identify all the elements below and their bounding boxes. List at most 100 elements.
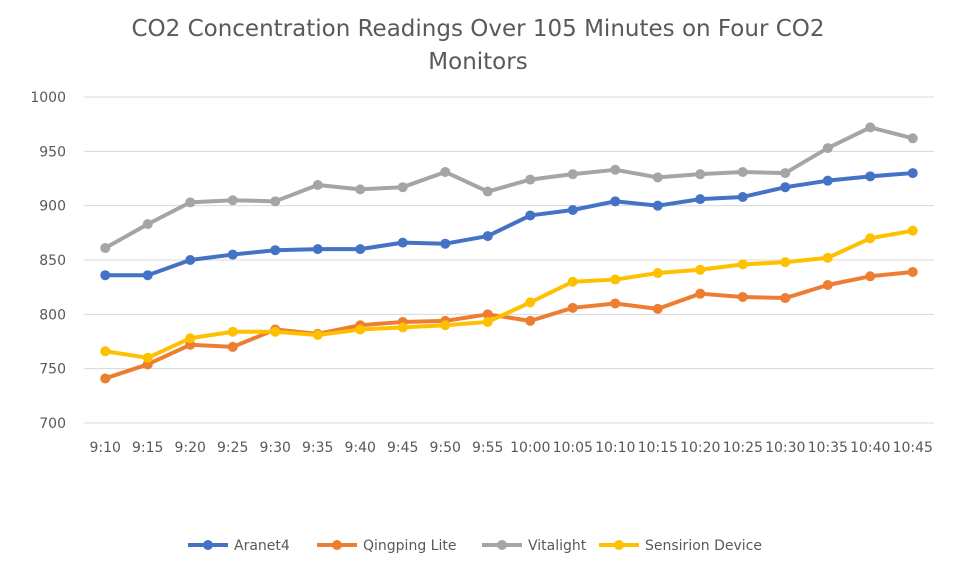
data-point-sensirion-device — [440, 320, 451, 331]
data-point-vitalight — [780, 168, 791, 179]
data-point-vitalight — [652, 172, 663, 183]
series-qingping-lite — [100, 266, 918, 384]
x-axis-ticks: 9:10 9:15 9:20 9:25 9:30 9:35 9:40 9:45 9:50 9:55… — [90, 440, 933, 456]
data-point-aranet4 — [227, 249, 238, 260]
data-point-aranet4 — [567, 205, 578, 216]
x-tick-label: 10:20 — [680, 440, 720, 456]
x-tick-label: 10:30 — [765, 440, 805, 456]
data-point-vitalight — [270, 196, 281, 207]
data-point-qingping-lite — [610, 298, 621, 309]
data-point-sensirion-device — [780, 257, 791, 268]
y-tick-label: 1000 — [30, 90, 66, 106]
data-point-qingping-lite — [525, 315, 536, 326]
data-point-vitalight — [567, 169, 578, 180]
data-point-aranet4 — [100, 270, 111, 281]
data-point-sensirion-device — [482, 316, 493, 327]
series-line-qingping-lite — [103, 269, 915, 381]
chart-title-line1: CO2 Concentration Readings Over 105 Minu… — [131, 16, 824, 42]
data-point-sensirion-device — [397, 322, 408, 333]
series-lines — [100, 122, 918, 384]
data-point-aranet4 — [440, 238, 451, 249]
x-tick-label: 10:15 — [638, 440, 678, 456]
data-point-vitalight — [440, 166, 451, 177]
data-point-aranet4 — [907, 168, 918, 179]
x-tick-label: 9:40 — [345, 440, 376, 456]
y-tick-label: 800 — [39, 307, 66, 323]
data-point-aranet4 — [737, 191, 748, 202]
data-point-aranet4 — [355, 244, 366, 255]
data-point-sensirion-device — [185, 333, 196, 344]
legend-swatch-marker — [614, 540, 624, 550]
legend-item-aranet4: Aranet4 — [188, 538, 290, 554]
series-line-aranet4 — [103, 171, 915, 278]
data-point-qingping-lite — [822, 279, 833, 290]
data-point-qingping-lite — [907, 266, 918, 277]
legend-swatch-marker — [203, 540, 213, 550]
data-point-vitalight — [907, 133, 918, 144]
series-sensirion-device — [100, 225, 918, 363]
x-tick-label: 9:25 — [217, 440, 248, 456]
data-point-vitalight — [482, 186, 493, 197]
data-point-vitalight — [185, 197, 196, 208]
data-point-sensirion-device — [525, 297, 536, 308]
x-tick-label: 9:30 — [260, 440, 291, 456]
legend: Aranet4 Qingping Lite Vitalight Sensirion D… — [188, 538, 762, 554]
data-point-aranet4 — [142, 270, 153, 281]
y-axis-ticks: 700 750 800 850 900 950 1000 — [30, 90, 66, 432]
data-point-vitalight — [312, 180, 323, 191]
data-point-qingping-lite — [737, 291, 748, 302]
data-point-aranet4 — [822, 175, 833, 186]
y-tick-label: 850 — [39, 253, 66, 269]
data-point-vitalight — [100, 243, 111, 254]
x-tick-label: 10:35 — [808, 440, 848, 456]
series-line-vitalight — [103, 125, 915, 251]
legend-label: Vitalight — [528, 538, 587, 554]
series-line-sensirion-device — [103, 228, 915, 360]
data-point-sensirion-device — [695, 264, 706, 275]
legend-item-sensirion-device: Sensirion Device — [599, 538, 762, 554]
data-point-qingping-lite — [695, 288, 706, 299]
legend-label: Sensirion Device — [645, 538, 762, 554]
x-tick-label: 10:45 — [893, 440, 933, 456]
data-point-sensirion-device — [355, 324, 366, 335]
data-point-sensirion-device — [312, 329, 323, 340]
legend-label: Qingping Lite — [363, 538, 456, 554]
data-point-sensirion-device — [100, 346, 111, 357]
x-tick-label: 9:15 — [132, 440, 163, 456]
data-point-qingping-lite — [100, 373, 111, 384]
data-point-aranet4 — [780, 182, 791, 193]
data-point-vitalight — [227, 195, 238, 206]
y-tick-label: 950 — [39, 144, 66, 160]
x-tick-label: 9:50 — [430, 440, 461, 456]
x-tick-label: 9:20 — [175, 440, 206, 456]
data-point-vitalight — [865, 122, 876, 133]
legend-label: Aranet4 — [234, 538, 290, 554]
y-tick-label: 700 — [39, 416, 66, 432]
x-tick-label: 9:45 — [387, 440, 418, 456]
x-tick-label: 10:00 — [510, 440, 550, 456]
data-point-vitalight — [822, 143, 833, 154]
data-point-aranet4 — [695, 194, 706, 205]
x-tick-label: 9:55 — [472, 440, 503, 456]
data-point-qingping-lite — [652, 303, 663, 314]
data-point-aranet4 — [482, 231, 493, 242]
data-point-qingping-lite — [865, 271, 876, 282]
x-tick-label: 10:10 — [595, 440, 635, 456]
data-point-vitalight — [525, 174, 536, 185]
data-point-aranet4 — [185, 255, 196, 265]
data-point-qingping-lite — [227, 341, 238, 352]
data-point-vitalight — [737, 166, 748, 177]
data-point-aranet4 — [610, 196, 621, 207]
y-tick-label: 750 — [39, 362, 66, 378]
legend-item-qingping-lite: Qingping Lite — [317, 538, 456, 554]
series-vitalight — [100, 122, 918, 254]
data-point-sensirion-device — [610, 274, 621, 285]
data-point-sensirion-device — [567, 276, 578, 287]
data-point-sensirion-device — [907, 225, 918, 236]
data-point-aranet4 — [652, 200, 663, 211]
data-point-aranet4 — [525, 210, 536, 221]
data-point-sensirion-device — [142, 352, 153, 363]
x-tick-label: 10:40 — [850, 440, 890, 456]
x-tick-label: 9:10 — [90, 440, 121, 456]
